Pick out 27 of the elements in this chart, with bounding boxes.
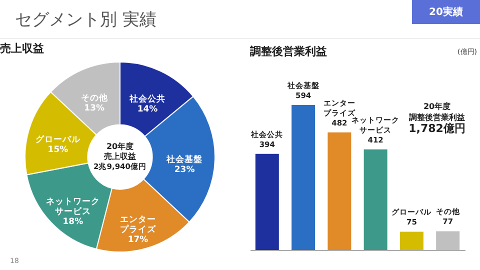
data-label: 18% [62, 217, 84, 228]
bar [292, 105, 316, 250]
bar [255, 154, 279, 250]
text: セグメント別 実績 [15, 9, 156, 31]
data-label: 17% [128, 235, 149, 246]
data-label: 14% [137, 104, 158, 115]
annotation: 1,782億円 [408, 122, 466, 135]
data-label: 15% [48, 144, 69, 155]
annotation: 20年度 [423, 101, 451, 111]
slice-label: エンタープライズ [120, 214, 158, 236]
slice-label: 社会公共 [128, 94, 166, 105]
text: 20実績 [412, 0, 480, 24]
slice-label: 社会基盤 [166, 154, 203, 166]
bar [436, 231, 460, 250]
text: 20年度 [106, 141, 134, 151]
bar [400, 232, 424, 250]
text: 売上収益 [0, 42, 44, 55]
data-label: 23% [174, 165, 196, 176]
slice-label: グローバル [35, 134, 82, 145]
text: 調整後営業利益 [250, 45, 327, 58]
bar [364, 149, 388, 250]
slice-label: ネットワークサービス [46, 197, 100, 218]
text: 調整後営業利益 [409, 113, 465, 122]
slice-label: その他 [80, 92, 109, 104]
bar [328, 132, 352, 250]
data-label: 13% [84, 104, 105, 114]
text: 売上収益 [104, 152, 136, 161]
